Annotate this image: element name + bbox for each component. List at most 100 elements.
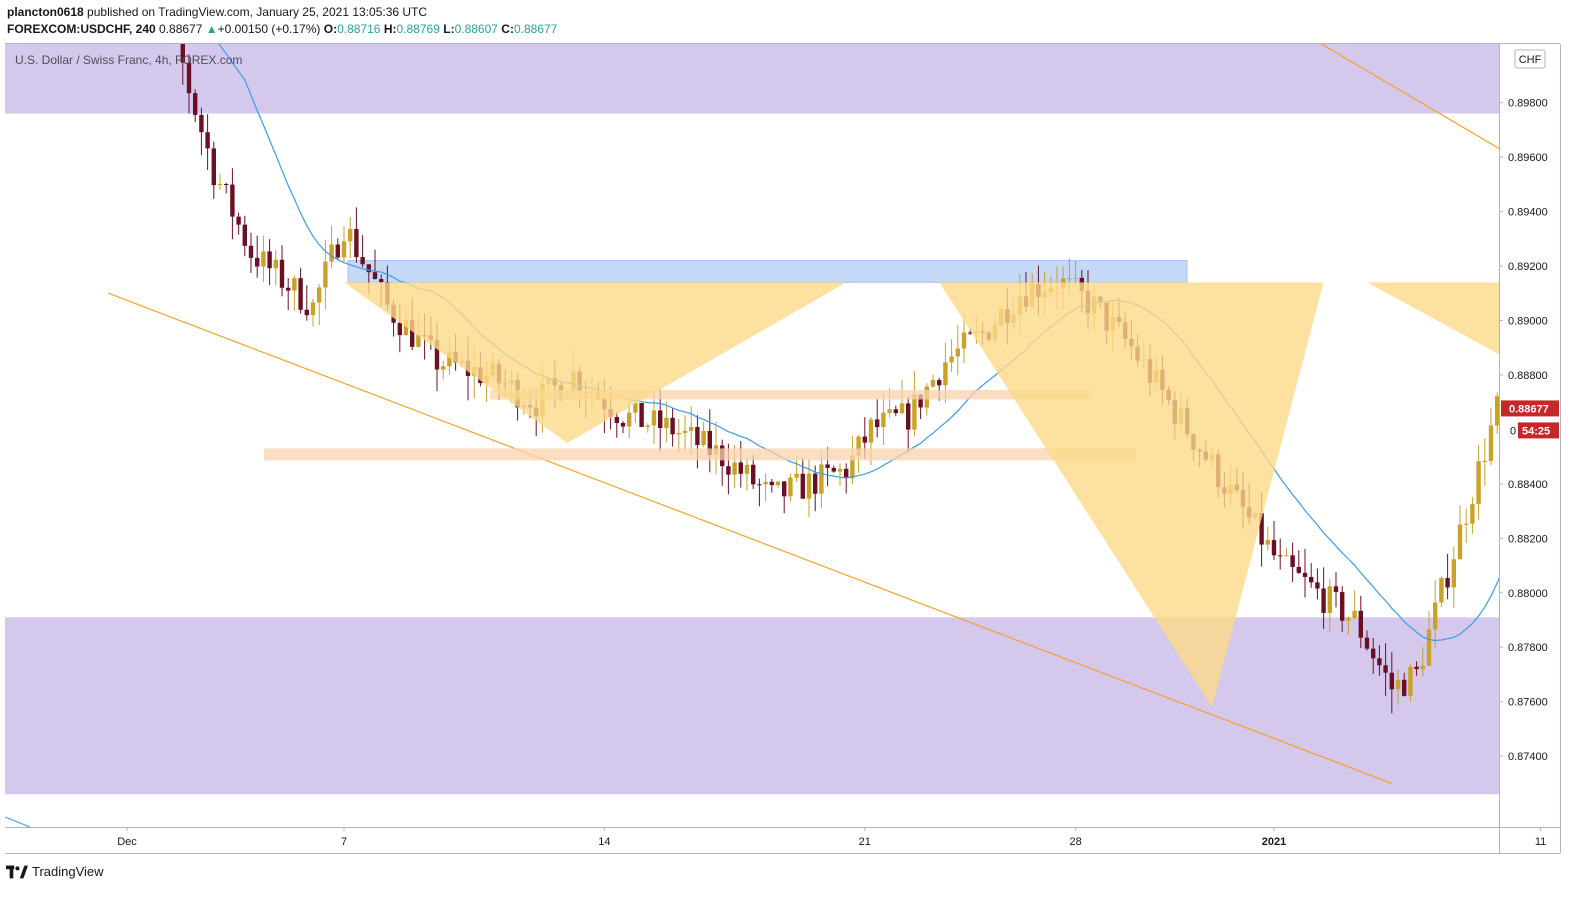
candle-body [267,251,272,269]
candle-body [1470,504,1475,524]
candle-body [831,467,836,472]
candle-body [366,264,371,273]
candle-body [930,380,936,387]
candle-body [1290,555,1295,567]
candle-body [248,245,254,258]
candle-body [292,278,297,291]
candle-body [217,184,223,186]
x-tick-label: 21 [859,836,871,848]
y-tick-label: 0.88200 [1508,533,1548,545]
candle-body [379,279,384,283]
candle-body [1383,665,1388,673]
sr-zone [5,617,1499,795]
x-tick-label: 7 [341,836,347,848]
last-value: 0.88677 [159,22,203,36]
currency-label: CHF [1519,54,1542,66]
candle-body [744,464,750,474]
candle-body [279,259,285,288]
candle-body [1495,396,1499,426]
candle-body [317,287,322,303]
candle-body [775,481,781,486]
last-price-badge [1501,400,1559,417]
symbol-name[interactable]: FOREXCOM:USDCHF, 240 [7,22,156,36]
candle-body [837,468,843,472]
candle-body [1352,610,1357,618]
candle-body [1333,586,1339,593]
x-tick-label: 28 [1069,836,1081,848]
y-tick-label: 0.89800 [1508,98,1548,110]
candle-body [329,244,334,262]
candle-body [242,224,247,246]
candle-body [949,356,954,363]
brand-name: TradingView [32,864,104,879]
candle-body [906,403,911,430]
candle-body [1302,572,1308,577]
candle-body [682,430,688,433]
y-tick-label: 0.88800 [1508,370,1548,382]
y-tick-label: 0.88400 [1508,479,1548,491]
candle-body [1420,665,1425,670]
candle-body [1576,303,1580,322]
open-label: O: [323,22,338,36]
candle-body [180,44,185,63]
candle-body [348,228,353,242]
candle-body [806,473,812,499]
resistance-band [347,260,1188,283]
pattern-triangle [939,282,1324,708]
candle-body [1309,576,1314,583]
up-triangle-icon: ▲ [205,22,218,36]
footer-brand[interactable]: TradingView [6,864,104,879]
candle-body [403,320,409,336]
candle-body [658,410,663,429]
candle-body [211,148,216,186]
candle-body [273,259,278,269]
candle-body [205,132,210,149]
candle-body [341,241,347,258]
candle-body [1501,382,1505,396]
candle-body [1551,295,1555,296]
candle-body [286,287,291,291]
candle-body [360,257,365,265]
x-tick-label: 11 [1535,836,1546,848]
candle-body [193,93,198,115]
candle-body [298,278,303,310]
candle-body [1538,278,1542,297]
candle-body [899,403,905,414]
candle-body [794,473,799,478]
countdown-badge [1518,422,1559,439]
chart-title: U.S. Dollar / Swiss Franc, 4h, FOREX.com [15,53,242,67]
candle-body [893,409,898,414]
candle-body [732,462,737,475]
plot-background [5,43,1561,854]
candle-body [1358,610,1363,638]
candle-body [1464,523,1469,525]
publisher-name[interactable]: plancton0618 [7,5,84,19]
candle-body [676,432,681,435]
candle-body [261,251,266,267]
candle-body [738,462,743,474]
last-price-label: 0.88677 [1509,403,1549,415]
candle-body [1545,278,1549,296]
candle-body [186,62,192,94]
candle-body [1445,577,1450,588]
close-label: C: [501,22,514,36]
candle-body [224,184,229,186]
candle-body [961,332,967,349]
candle-body [1532,297,1536,298]
candle-body [695,427,700,446]
candle-body [1569,294,1573,302]
candle-body [769,481,774,486]
candle-body [1439,577,1444,603]
candle-body [844,468,849,479]
candle-body [850,455,855,479]
y-tick-label: 0.87400 [1508,751,1548,763]
candle-body [856,436,861,456]
candle-body [639,403,644,427]
candle-body [813,473,818,494]
symbol-info: FOREXCOM:USDCHF, 240 0.88677 ▲+0.00150 (… [7,22,557,36]
candle-body [416,334,421,347]
candle-body [1073,277,1078,279]
change-value: +0.00150 (+0.17%) [217,22,321,36]
candle-body [881,412,886,428]
